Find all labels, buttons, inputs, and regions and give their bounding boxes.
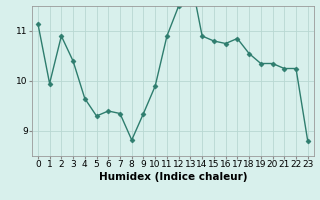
X-axis label: Humidex (Indice chaleur): Humidex (Indice chaleur) [99, 172, 247, 182]
